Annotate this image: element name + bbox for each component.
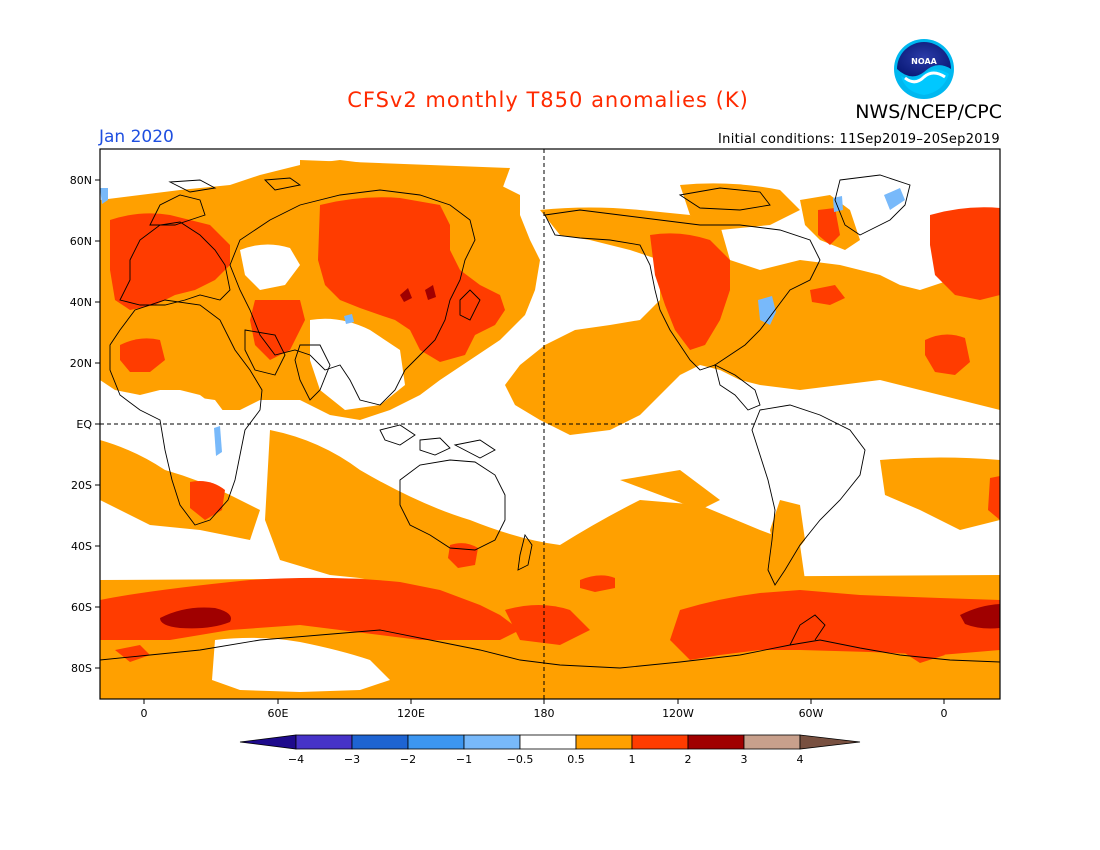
lat-label: 40S (71, 540, 92, 553)
colorbar-swatch (351, 734, 409, 750)
coastlines (100, 174, 1000, 669)
anomaly-2-3-region (160, 285, 1000, 629)
lon-label: 0 (141, 707, 148, 720)
latitude-axis: 80N 60N 40N 20N EQ 20S 40S 60S 80S (70, 174, 100, 675)
lat-label: EQ (76, 418, 92, 431)
colorbar-swatch (743, 734, 801, 750)
colorbar: −4 −3 −2 −1 −0.5 0.5 1 2 3 4 (239, 734, 861, 766)
anomaly-neg-0.5-1-region (100, 188, 905, 456)
lat-label: 20N (70, 357, 92, 370)
colorbar-swatch (239, 734, 297, 750)
longitude-axis: 0 60E 120E 180 120W 60W 0 (141, 699, 948, 720)
colorbar-swatch (575, 734, 633, 750)
colorbar-swatch (463, 734, 521, 750)
colorbar-swatch (799, 734, 861, 750)
lon-label: 60E (268, 707, 289, 720)
colorbar-tick-label: 2 (685, 753, 692, 766)
colorbar-tick-label: 0.5 (567, 753, 585, 766)
colorbar-swatch (295, 734, 353, 750)
colorbar-swatch (687, 734, 745, 750)
lon-label: 60W (799, 707, 824, 720)
colorbar-tick-label: −4 (288, 753, 304, 766)
lat-label: 80S (71, 662, 92, 675)
colorbar-tick-label: −0.5 (507, 753, 534, 766)
noaa-logo-icon: NOAA (894, 39, 954, 99)
lat-label: 20S (71, 479, 92, 492)
valid-month: Jan 2020 (99, 127, 174, 147)
colorbar-tick-label: −2 (400, 753, 416, 766)
map-title: CFSv2 monthly T850 anomalies (K) (347, 88, 749, 112)
colorbar-swatch (631, 734, 689, 750)
colorbar-tick-label: 1 (629, 753, 636, 766)
logo-text: NOAA (911, 57, 937, 66)
colorbar-swatch (519, 734, 577, 750)
lon-label: 0 (941, 707, 948, 720)
initial-conditions: Initial conditions: 11Sep2019–20Sep2019 (718, 132, 1000, 147)
anomaly-neutral-region (178, 244, 405, 692)
lon-label: 120W (662, 707, 694, 720)
lon-label: 180 (534, 707, 555, 720)
lat-label: 60N (70, 235, 92, 248)
org-label: NWS/NCEP/CPC (855, 101, 1002, 123)
lat-label: 80N (70, 174, 92, 187)
colorbar-tick-label: 4 (797, 753, 804, 766)
colorbar-tick-label: 3 (741, 753, 748, 766)
colorbar-tick-label: −3 (344, 753, 360, 766)
anomaly-field (100, 149, 1000, 699)
colorbar-tick-label: −1 (456, 753, 472, 766)
lat-label: 40N (70, 296, 92, 309)
lat-label: 60S (71, 601, 92, 614)
colorbar-swatch (407, 734, 465, 750)
lon-label: 120E (397, 707, 425, 720)
